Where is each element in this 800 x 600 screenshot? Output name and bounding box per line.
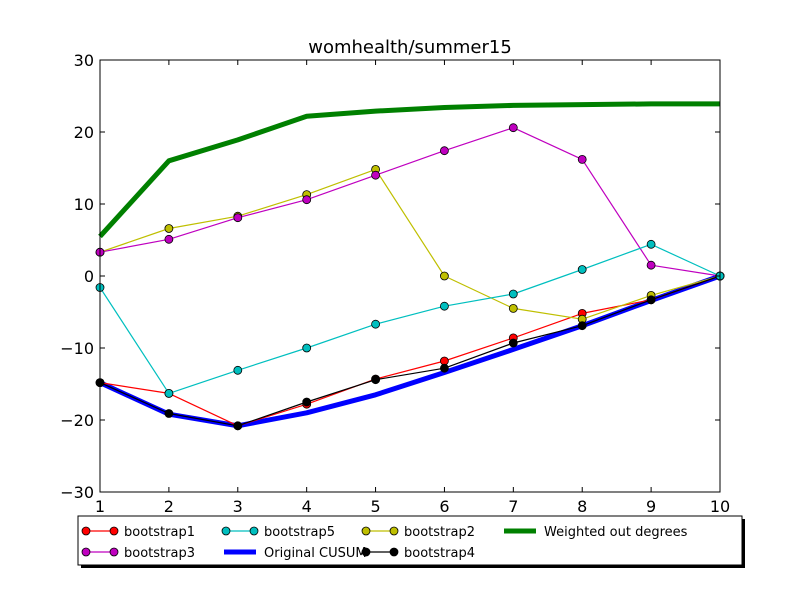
- data-point: [646, 239, 656, 249]
- data-point: [439, 271, 449, 281]
- x-tick-label: 6: [439, 497, 449, 516]
- data-point: [302, 343, 312, 353]
- legend-item-bootstrap3: bootstrap3: [81, 546, 195, 561]
- legend-box: [77, 515, 743, 566]
- data-point: [371, 375, 381, 385]
- axis-layer: 1 2 3 4 5 6 7 8 9 10 −30 −20 −10 0 10 20 30: [60, 51, 730, 516]
- data-point: [233, 365, 243, 375]
- legend-label: bootstrap1: [124, 525, 195, 540]
- data-point: [508, 289, 518, 299]
- data-point: [439, 146, 449, 156]
- series-line: [99, 275, 721, 427]
- data-point: [439, 356, 449, 366]
- series-line: [99, 127, 721, 277]
- legend-label: bootstrap4: [404, 546, 475, 561]
- data-point: [371, 319, 381, 329]
- data-point: [302, 195, 312, 205]
- data-point: [508, 123, 518, 133]
- legend-marker: [389, 526, 399, 536]
- data-point: [577, 321, 587, 331]
- data-point: [164, 409, 174, 418]
- data-point: [164, 234, 174, 244]
- series-weighted-out-degrees: [98, 101, 720, 239]
- data-point: [371, 170, 381, 180]
- x-tick-label: 5: [370, 497, 380, 516]
- legend-label: bootstrap5: [264, 525, 335, 540]
- x-tick-label: 9: [646, 497, 656, 516]
- data-point: [233, 421, 243, 431]
- data-point: [233, 213, 243, 223]
- chart-title: womhealth/summer15: [308, 37, 512, 58]
- data-point: [508, 338, 518, 348]
- series-line: [99, 275, 721, 427]
- legend-marker: [109, 526, 119, 536]
- x-tick-label: 2: [164, 497, 174, 516]
- legend-label: bootstrap3: [124, 546, 195, 561]
- series-bootstrap5: [95, 239, 725, 398]
- x-tick-label: 1: [95, 497, 105, 516]
- legend-marker: [361, 526, 371, 536]
- legend-label: Original CUSUM: [264, 546, 367, 561]
- legend-item-original-cusum: Original CUSUM: [224, 546, 367, 561]
- legend-marker: [389, 547, 399, 557]
- data-point: [646, 260, 656, 270]
- y-tick-label: −20: [60, 411, 94, 430]
- legend-label: Weighted out degrees: [544, 525, 688, 540]
- data-point: [646, 295, 656, 305]
- x-tick-label: 8: [577, 497, 587, 516]
- data-point: [164, 388, 174, 398]
- data-point: [302, 397, 312, 407]
- series-line: [99, 243, 721, 394]
- y-tick-label: −10: [60, 339, 94, 358]
- legend-item-bootstrap1: bootstrap1: [81, 525, 195, 540]
- legend-label: bootstrap2: [404, 525, 475, 540]
- y-tick-label: −30: [60, 483, 94, 502]
- data-point: [439, 301, 449, 311]
- data-point: [577, 265, 587, 274]
- x-tick-label: 7: [508, 497, 518, 516]
- x-tick-label: 3: [233, 497, 243, 516]
- data-point: [577, 154, 587, 164]
- y-tick-label: 20: [74, 123, 94, 142]
- legend-item-bootstrap4: bootstrap4: [361, 546, 475, 561]
- data-point: [164, 224, 174, 233]
- x-tick-label: 10: [710, 497, 730, 516]
- series-line: [98, 101, 720, 239]
- x-tick-label: 4: [302, 497, 312, 516]
- y-tick-label: 30: [74, 51, 94, 70]
- data-point: [439, 363, 449, 373]
- data-point: [508, 303, 518, 313]
- legend-marker: [109, 547, 119, 557]
- legend-marker: [221, 526, 231, 536]
- legend-item-bootstrap2: bootstrap2: [361, 525, 475, 540]
- y-tick-label: 0: [84, 267, 94, 286]
- legend: bootstrap1 bootstrap3 bootstrap5 Original C…: [77, 515, 745, 568]
- legend-marker: [81, 526, 91, 536]
- legend-marker: [81, 547, 91, 557]
- legend-marker: [249, 526, 259, 536]
- legend-item-weighted-out-degrees: Weighted out degrees: [504, 525, 688, 540]
- legend-marker: [361, 547, 371, 557]
- series-line: [99, 168, 721, 320]
- legend-item-bootstrap5: bootstrap5: [221, 525, 335, 540]
- y-tick-label: 10: [74, 195, 94, 214]
